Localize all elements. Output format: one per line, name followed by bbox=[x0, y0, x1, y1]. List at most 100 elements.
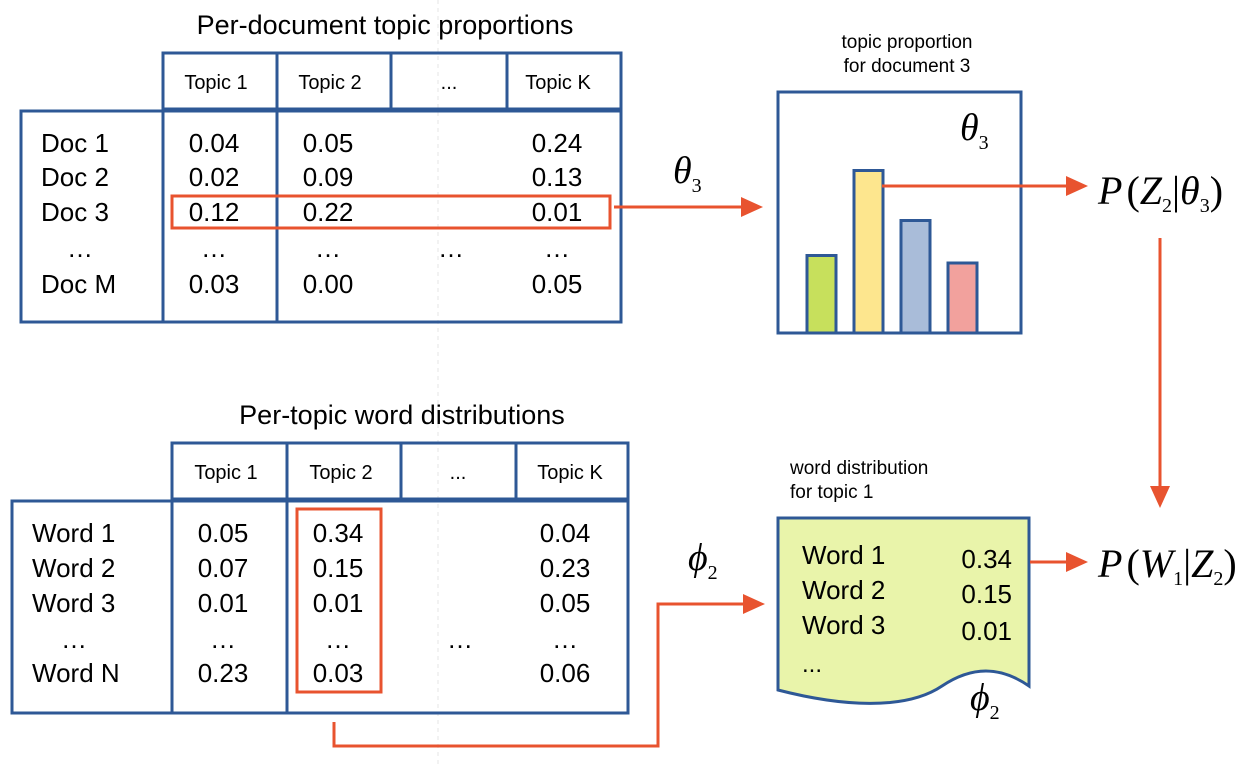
word-panel-ellipsis: ... bbox=[802, 651, 822, 678]
header-topic-k: Topic K bbox=[537, 462, 603, 484]
doc-row-labels: Doc 1 Doc 2 Doc 3 … Doc M bbox=[41, 128, 116, 299]
topic-word-column-k: 0.04 0.23 0.05 … 0.06 bbox=[540, 518, 591, 688]
row-label-word-3: Word 3 bbox=[32, 588, 115, 618]
word-panel-word: Word 3 bbox=[802, 610, 885, 640]
phi-arrow: ϕ2 bbox=[332, 537, 765, 748]
header-topic-1: Topic 1 bbox=[194, 462, 257, 484]
word-panel-word: Word 2 bbox=[802, 575, 885, 605]
cell: 0.09 bbox=[303, 162, 354, 192]
word-caption-line-1: word distribution bbox=[789, 458, 928, 479]
cell: 0.15 bbox=[313, 553, 364, 583]
theta-bar bbox=[805, 254, 838, 335]
word-panel-phi-symbol: ϕ2 bbox=[970, 677, 1000, 724]
theta-bar bbox=[852, 169, 885, 335]
cell: 0.04 bbox=[540, 518, 591, 548]
row-label-ellipsis: … bbox=[61, 624, 87, 654]
cell: 0.03 bbox=[313, 658, 364, 688]
header-topic-2: Topic 2 bbox=[309, 462, 372, 484]
word-panel-document-shape bbox=[776, 516, 1031, 705]
cell: 0.02 bbox=[189, 162, 240, 192]
theta-bar bbox=[899, 219, 932, 335]
word-panel-rows: Word 1 0.34 Word 2 0.15 Word 3 0.01 ... bbox=[802, 540, 1012, 678]
word-row-labels: Word 1 Word 2 Word 3 … Word N bbox=[32, 518, 120, 688]
row-label-doc-2: Doc 2 bbox=[41, 162, 109, 192]
word-panel-value: 0.34 bbox=[961, 544, 1012, 574]
row-label-doc-m: Doc M bbox=[41, 269, 116, 299]
theta-caption-line-2: for document 3 bbox=[844, 56, 971, 77]
cell: 0.34 bbox=[313, 518, 364, 548]
cell: 0.05 bbox=[540, 588, 591, 618]
cell: … bbox=[315, 233, 341, 263]
doc-topic-table: Per-document topic proportions Topic 1 T… bbox=[19, 10, 623, 324]
word-panel-value: 0.15 bbox=[961, 579, 1012, 609]
cell: 0.07 bbox=[198, 553, 249, 583]
topic-2-column-highlight bbox=[295, 507, 383, 694]
row-label-word-2: Word 2 bbox=[32, 553, 115, 583]
topic-word-body-frame bbox=[10, 499, 630, 715]
header-topic-2: Topic 2 bbox=[298, 72, 361, 94]
row-label-word-n: Word N bbox=[32, 658, 120, 688]
theta-bar bbox=[946, 261, 979, 335]
cell: 0.05 bbox=[532, 269, 583, 299]
cell: 0.24 bbox=[532, 128, 583, 158]
p-w-given-z-label: P (W1|Z2) bbox=[1097, 541, 1237, 590]
word-panel-value: 0.01 bbox=[961, 616, 1012, 646]
cell: 0.23 bbox=[540, 553, 591, 583]
p-z-given-theta-label: P (Z2|θ3) bbox=[1097, 168, 1223, 217]
header-ellipsis: ... bbox=[450, 462, 467, 484]
theta-arrow: θ3 bbox=[614, 150, 763, 217]
doc-3-row-highlight bbox=[170, 194, 612, 230]
topic-word-column-2: 0.34 0.15 0.01 … 0.03 bbox=[313, 518, 364, 688]
cell: 0.01 bbox=[532, 197, 583, 227]
header-topic-k: Topic K bbox=[525, 72, 591, 94]
down-arrow bbox=[1150, 238, 1170, 508]
header-ellipsis: ... bbox=[441, 72, 458, 94]
z-arrow bbox=[882, 176, 1088, 196]
topic-word-table: Per-topic word distributions Topic 1 Top… bbox=[10, 400, 630, 715]
topic-word-column-1: 0.05 0.07 0.01 … 0.23 bbox=[198, 518, 249, 688]
cell: … bbox=[438, 233, 464, 263]
cell: … bbox=[210, 624, 236, 654]
header-topic-1: Topic 1 bbox=[184, 72, 247, 94]
cell: 0.00 bbox=[303, 269, 354, 299]
word-panel-word: Word 1 bbox=[802, 540, 885, 570]
cell: … bbox=[201, 233, 227, 263]
topic-word-table-title: Per-topic word distributions bbox=[239, 400, 565, 430]
cell: … bbox=[447, 624, 473, 654]
topic-word-headers: Topic 1 Topic 2 ... Topic K bbox=[194, 462, 603, 484]
doc-topic-column-3: … bbox=[438, 233, 464, 263]
row-label-ellipsis: … bbox=[67, 233, 93, 263]
cell: 0.06 bbox=[540, 658, 591, 688]
cell: 0.05 bbox=[303, 128, 354, 158]
doc-topic-column-1: 0.04 0.02 0.12 … 0.03 bbox=[189, 128, 240, 299]
doc-topic-table-title: Per-document topic proportions bbox=[197, 10, 574, 40]
cell: … bbox=[552, 624, 578, 654]
row-label-word-1: Word 1 bbox=[32, 518, 115, 548]
topic-word-column-3: … bbox=[447, 624, 473, 654]
doc-topic-column-2: 0.05 0.09 0.22 … 0.00 bbox=[303, 128, 354, 299]
theta-caption-line-1: topic proportion bbox=[842, 32, 973, 53]
cell: 0.05 bbox=[198, 518, 249, 548]
doc-topic-headers: Topic 1 Topic 2 ... Topic K bbox=[184, 72, 591, 94]
cell: 0.13 bbox=[532, 162, 583, 192]
w-arrow bbox=[1030, 552, 1088, 572]
word-caption-line-2: for topic 1 bbox=[790, 482, 873, 503]
theta-3-label: θ3 bbox=[673, 150, 702, 197]
cell: … bbox=[544, 233, 570, 263]
cell: 0.12 bbox=[189, 197, 240, 227]
cell: 0.01 bbox=[313, 588, 364, 618]
cell: 0.04 bbox=[189, 128, 240, 158]
cell: 0.22 bbox=[303, 197, 354, 227]
cell: … bbox=[325, 624, 351, 654]
doc-topic-column-k: 0.24 0.13 0.01 … 0.05 bbox=[532, 128, 583, 299]
row-label-doc-3: Doc 3 bbox=[41, 197, 109, 227]
theta-bars bbox=[805, 169, 979, 335]
cell: 0.01 bbox=[198, 588, 249, 618]
theta-panel-symbol: θ3 bbox=[960, 107, 989, 154]
row-label-doc-1: Doc 1 bbox=[41, 128, 109, 158]
cell: 0.23 bbox=[198, 658, 249, 688]
phi-2-label: ϕ2 bbox=[688, 537, 718, 584]
doc-topic-body-frame bbox=[19, 109, 623, 324]
topic-proportion-panel: topic proportion for document 3 θ3 bbox=[776, 32, 1023, 335]
